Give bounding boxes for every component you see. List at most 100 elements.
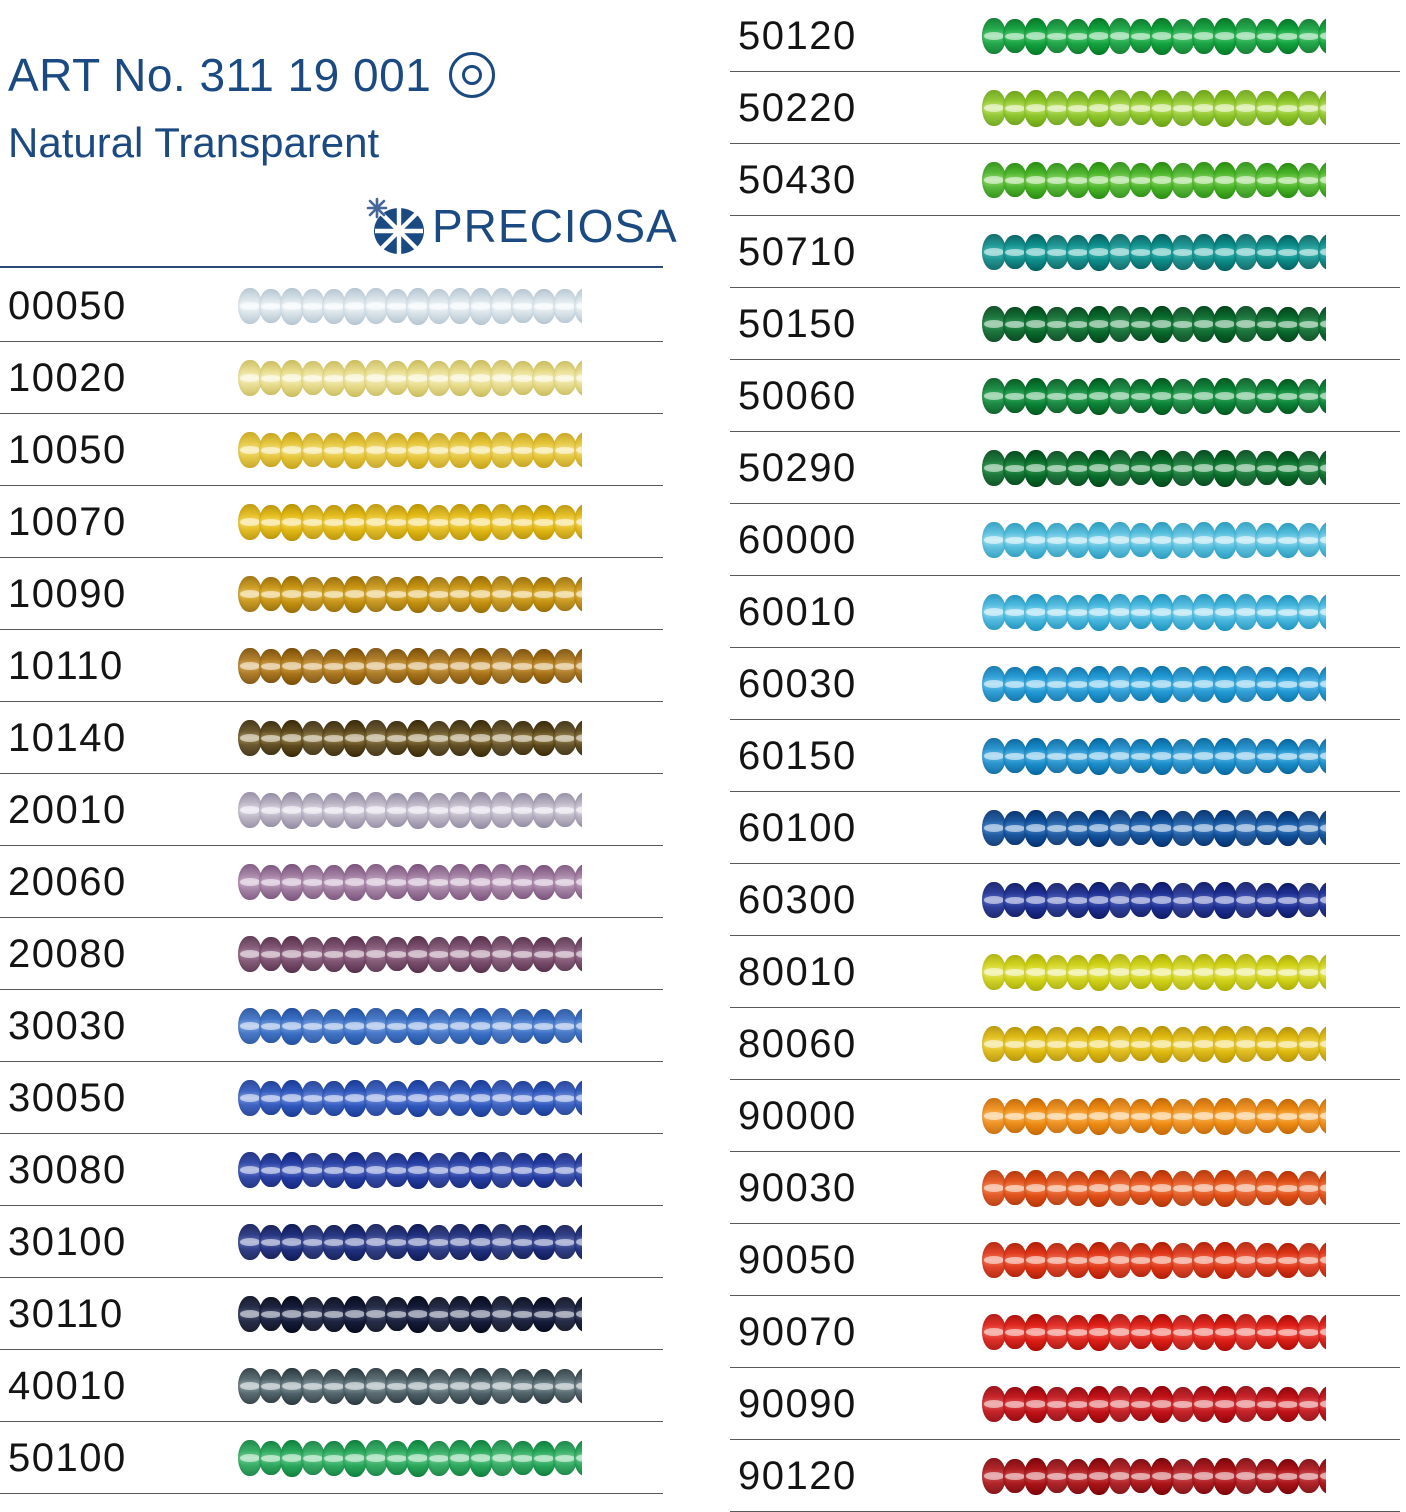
bead [1108, 810, 1132, 846]
bead [490, 1152, 514, 1188]
bead [469, 719, 493, 757]
color-code: 10140 [8, 716, 127, 760]
bead [280, 1439, 304, 1477]
bead [406, 719, 430, 757]
bead [1003, 91, 1027, 125]
bead [1255, 1027, 1279, 1061]
bead [1024, 377, 1048, 415]
bead [1024, 737, 1048, 775]
bead [1045, 1027, 1069, 1061]
bead [385, 721, 409, 755]
color-row: 10140 [0, 702, 700, 774]
bead [511, 1009, 535, 1043]
bead [574, 864, 582, 900]
bead [1129, 811, 1153, 845]
bead [532, 1368, 556, 1404]
bead [1108, 90, 1132, 126]
bead [448, 1440, 472, 1476]
bead [343, 359, 367, 397]
bead [322, 864, 346, 900]
bead [280, 719, 304, 757]
bead [1318, 306, 1326, 342]
preciosa-logo: PRECIOSA [360, 196, 678, 256]
bead [1234, 738, 1258, 774]
bead [322, 936, 346, 972]
bead [1066, 1242, 1090, 1278]
preciosa-star-logo-icon [360, 196, 426, 256]
color-code: 90090 [738, 1382, 857, 1426]
bead [427, 432, 451, 468]
bead [1108, 1386, 1132, 1422]
bead [1234, 1458, 1258, 1494]
bead [1318, 810, 1326, 846]
bead [469, 1079, 493, 1117]
bead [406, 359, 430, 397]
bead [1297, 523, 1321, 557]
bead [1045, 1099, 1069, 1133]
art-number: ART No. 311 19 001 [8, 49, 432, 101]
bead-strand [238, 1079, 582, 1117]
bead [385, 361, 409, 395]
row-divider [0, 773, 663, 774]
bead [1108, 738, 1132, 774]
bead [259, 577, 283, 611]
bead-strand [982, 233, 1326, 271]
bead [406, 791, 430, 829]
bead [1318, 1170, 1326, 1206]
bead [259, 1153, 283, 1187]
color-code: 20010 [8, 788, 127, 832]
bead [1192, 450, 1216, 486]
bead [511, 649, 535, 683]
row-divider [730, 287, 1400, 288]
bead [1003, 955, 1027, 989]
bead [982, 1314, 1006, 1350]
bead [1087, 377, 1111, 415]
bead [1150, 521, 1174, 559]
color-row: 30050 [0, 1062, 700, 1134]
bead [1171, 90, 1195, 126]
row-divider [0, 1133, 663, 1134]
bead [343, 1223, 367, 1261]
bead [490, 432, 514, 468]
bead [1066, 882, 1090, 918]
bead [1192, 378, 1216, 414]
bead [427, 936, 451, 972]
bead-strand [982, 953, 1326, 991]
bead [1150, 953, 1174, 991]
color-row: 80060 [730, 1008, 1406, 1080]
color-code: 90120 [738, 1454, 857, 1498]
color-row: 60300 [730, 864, 1406, 936]
bead [1255, 307, 1279, 341]
bead [553, 577, 577, 611]
bead [1024, 1025, 1048, 1063]
bead [1255, 883, 1279, 917]
bead [1213, 1313, 1237, 1351]
bead [1213, 161, 1237, 199]
bead [1255, 379, 1279, 413]
bead [448, 1008, 472, 1044]
bead-strand [982, 1457, 1326, 1495]
bead-strand [982, 881, 1326, 919]
bead [1108, 162, 1132, 198]
bead [301, 1153, 325, 1187]
bead [1087, 89, 1111, 127]
bead [1213, 953, 1237, 991]
bead [1276, 1314, 1300, 1350]
bead [343, 863, 367, 901]
bead [1066, 234, 1090, 270]
bead [1087, 953, 1111, 991]
bead [364, 1296, 388, 1332]
bead [1024, 521, 1048, 559]
bead [1192, 90, 1216, 126]
row-divider [0, 845, 663, 846]
bead [511, 1369, 535, 1403]
bead [1024, 809, 1048, 847]
bead [364, 720, 388, 756]
bead [1108, 882, 1132, 918]
row-divider [0, 1349, 663, 1350]
bead [1276, 306, 1300, 342]
color-row: 10070 [0, 486, 700, 558]
bead [1150, 737, 1174, 775]
bead [490, 288, 514, 324]
bead [1066, 666, 1090, 702]
